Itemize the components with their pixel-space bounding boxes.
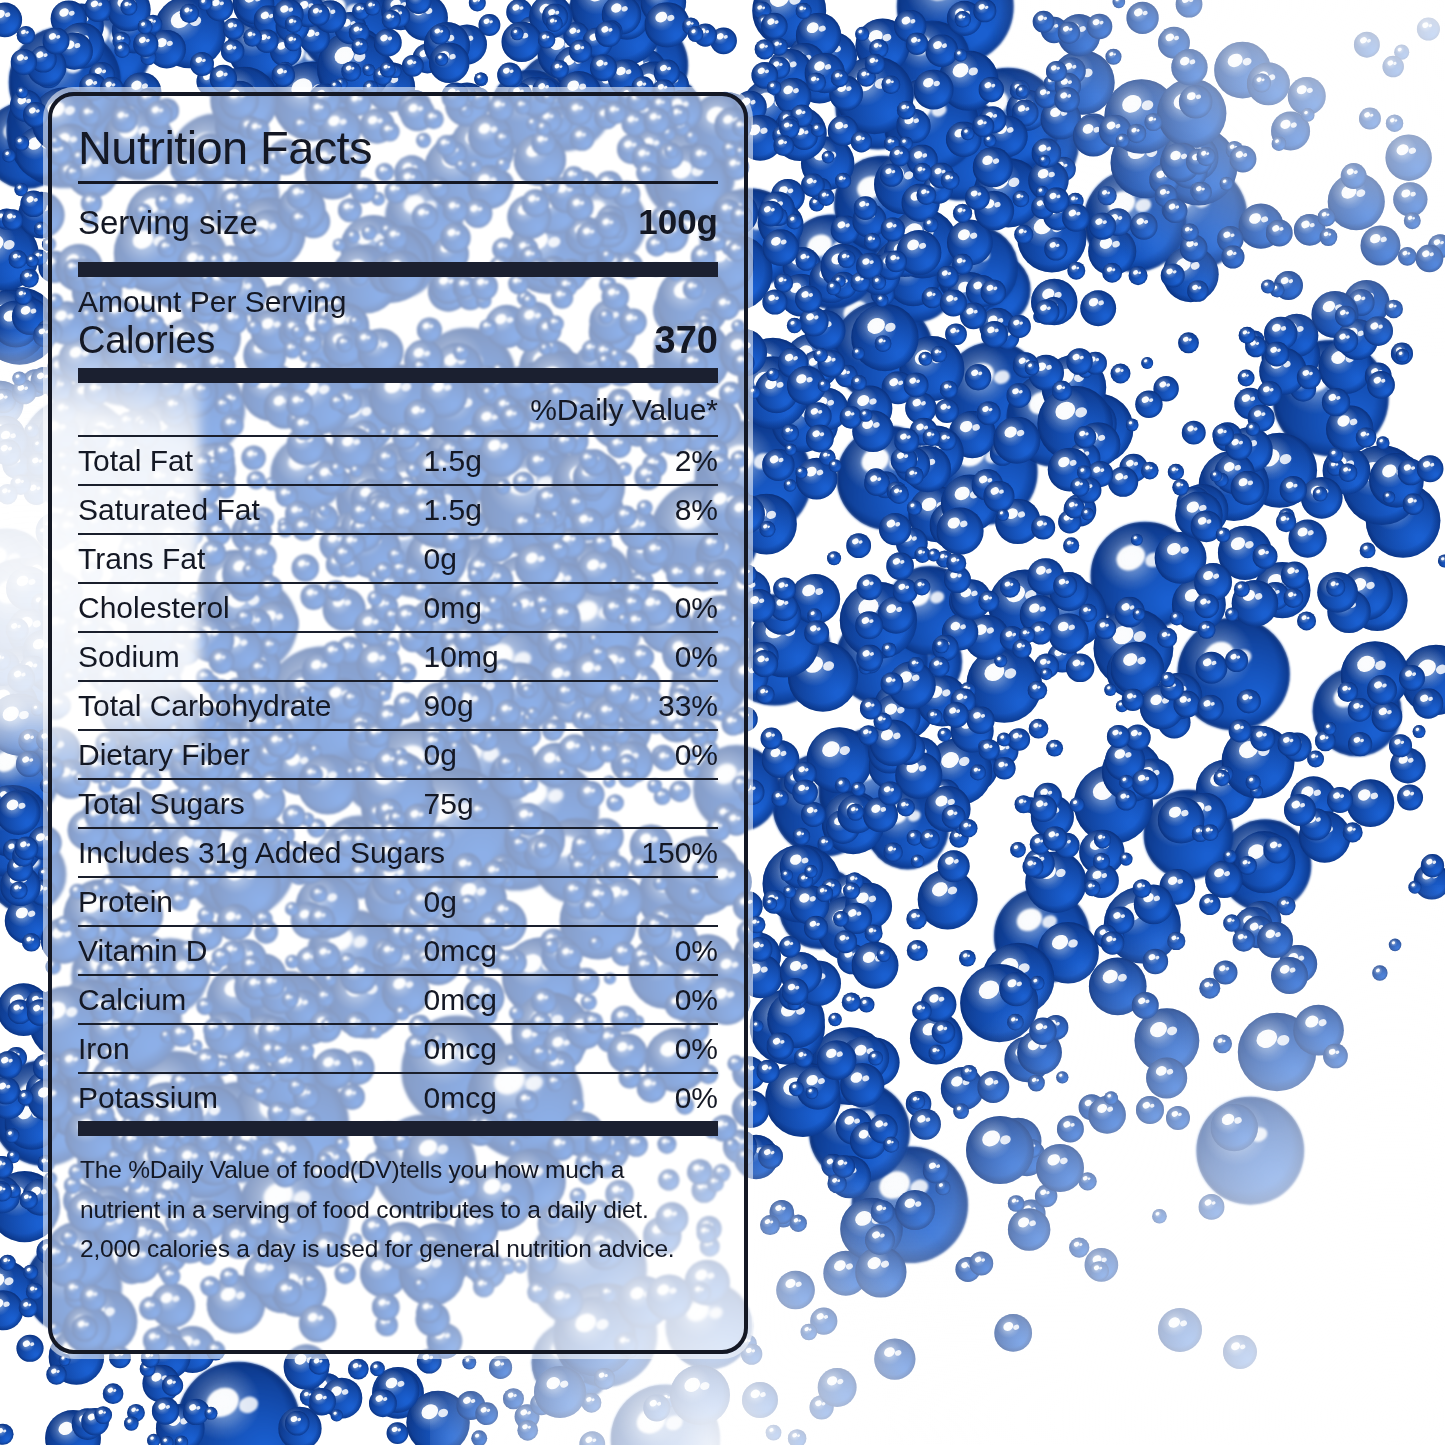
nutrient-name: Total Fat [78, 436, 424, 485]
nutrient-table: Total Fat1.5g2%Saturated Fat1.5g8%Trans … [78, 435, 718, 1121]
table-row: Includes 31g Added Sugars 150% [78, 828, 718, 877]
nutrient-amount: 75g [424, 779, 590, 828]
nutrient-daily-value: 0% [590, 926, 718, 975]
nutrient-name: Cholesterol [78, 583, 424, 632]
nutrient-name: Total Sugars [78, 779, 424, 828]
nutrient-name: Total Carbohydrate [78, 681, 424, 730]
thick-rule-middle [78, 368, 718, 383]
nutrient-daily-value: 0% [590, 1024, 718, 1073]
table-row: Potassium0mcg0% [78, 1073, 718, 1121]
table-row: Dietary Fiber0g0% [78, 730, 718, 779]
nutrient-amount: 0mcg [424, 975, 590, 1024]
table-row: Protein0g [78, 877, 718, 926]
calories-label: Calories [78, 319, 215, 362]
nutrient-name: Trans Fat [78, 534, 424, 583]
nutrient-amount: 0mcg [424, 926, 590, 975]
nutrient-amount: 0g [424, 534, 590, 583]
table-row: Iron0mcg0% [78, 1024, 718, 1073]
nutrient-daily-value [590, 779, 718, 828]
table-row: Vitamin D0mcg0% [78, 926, 718, 975]
serving-size-row: Serving size 100g [78, 184, 718, 262]
nutrient-amount: 0mg [424, 583, 590, 632]
daily-value-header: %Daily Value* [78, 383, 718, 435]
amount-per-serving-label: Amount Per Serving [78, 277, 718, 319]
table-row: Sodium10mg0% [78, 632, 718, 681]
nutrient-name: Vitamin D [78, 926, 424, 975]
nutrient-daily-value: 33% [590, 681, 718, 730]
nutrient-table-body: Total Fat1.5g2%Saturated Fat1.5g8%Trans … [78, 436, 718, 1121]
nutrient-amount: 10mg [424, 632, 590, 681]
nutrient-amount: 0mcg [424, 1024, 590, 1073]
nutrient-daily-value: 0% [590, 583, 718, 632]
table-row: Trans Fat0g [78, 534, 718, 583]
nutrient-name: Saturated Fat [78, 485, 424, 534]
table-row: Total Carbohydrate90g33% [78, 681, 718, 730]
nutrient-daily-value [590, 534, 718, 583]
nutrient-daily-value: 0% [590, 730, 718, 779]
nutrition-facts-label: Nutrition Facts Serving size 100g Amount… [48, 92, 748, 1354]
nutrient-name: Iron [78, 1024, 424, 1073]
screenshot-root: Nutrition Facts Serving size 100g Amount… [0, 0, 1445, 1445]
serving-size-value: 100g [638, 202, 718, 242]
nutrient-daily-value: 2% [590, 436, 718, 485]
nutrient-amount: 0g [424, 877, 590, 926]
thick-rule-top [78, 262, 718, 277]
nutrient-amount: 90g [424, 681, 590, 730]
nutrient-name: Includes 31g Added Sugars [78, 828, 424, 877]
table-row: Total Sugars75g [78, 779, 718, 828]
nutrient-name: Protein [78, 877, 424, 926]
nutrient-daily-value: 0% [590, 632, 718, 681]
nutrient-name: Potassium [78, 1073, 424, 1121]
serving-size-label: Serving size [78, 204, 258, 242]
nutrient-name: Sodium [78, 632, 424, 681]
calories-value: 370 [655, 319, 718, 362]
nutrient-amount: 0g [424, 730, 590, 779]
thick-rule-bottom [78, 1121, 718, 1136]
footnote-line-2: nutrient in a serving of food contribute… [80, 1190, 716, 1230]
nutrient-name: Dietary Fiber [78, 730, 424, 779]
nutrient-amount [424, 828, 590, 877]
footnote-line-3: 2,000 calories a day is used for general… [80, 1229, 716, 1269]
nutrient-daily-value: 0% [590, 1073, 718, 1121]
nutrient-daily-value [590, 877, 718, 926]
nutrient-daily-value: 150% [590, 828, 718, 877]
table-row: Cholesterol0mg0% [78, 583, 718, 632]
table-row: Total Fat1.5g2% [78, 436, 718, 485]
nutrient-amount: 1.5g [424, 485, 590, 534]
nutrient-amount: 0mcg [424, 1073, 590, 1121]
nutrient-daily-value: 0% [590, 975, 718, 1024]
table-row: Calcium0mcg0% [78, 975, 718, 1024]
table-row: Saturated Fat1.5g8% [78, 485, 718, 534]
footnote-line-1: The %Daily Value of food(DV)tells you ho… [80, 1150, 716, 1190]
calories-row: Calories 370 [78, 319, 718, 368]
daily-value-footnote: The %Daily Value of food(DV)tells you ho… [78, 1136, 718, 1269]
page-title: Nutrition Facts [78, 124, 718, 171]
nutrient-name: Calcium [78, 975, 424, 1024]
nutrient-amount: 1.5g [424, 436, 590, 485]
nutrient-daily-value: 8% [590, 485, 718, 534]
